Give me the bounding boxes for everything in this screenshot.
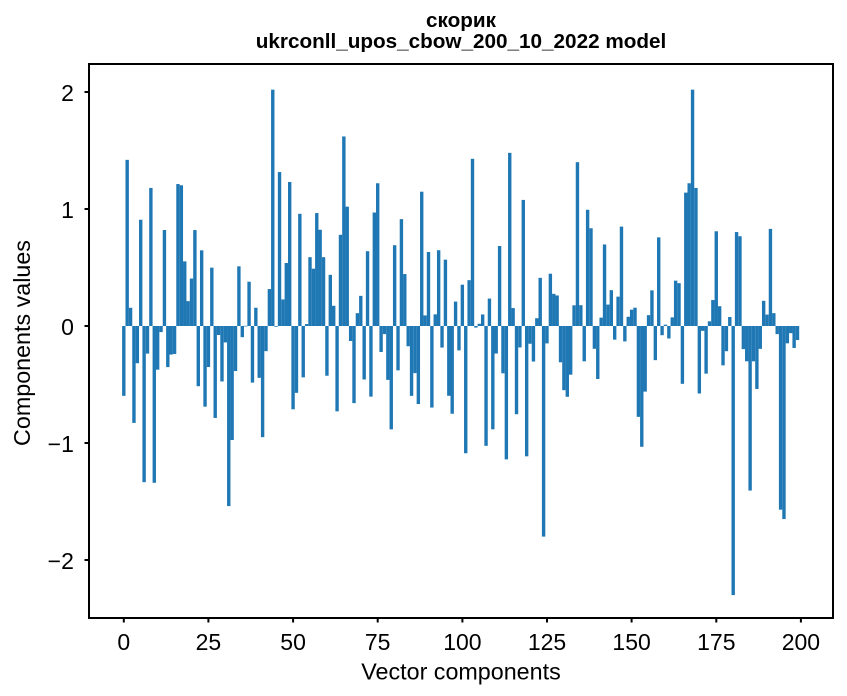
svg-text:150: 150 xyxy=(612,629,650,655)
svg-text:0: 0 xyxy=(61,314,74,340)
svg-text:0: 0 xyxy=(117,629,130,655)
svg-text:200: 200 xyxy=(782,629,820,655)
svg-text:1: 1 xyxy=(61,197,74,223)
svg-text:25: 25 xyxy=(196,629,222,655)
svg-text:2: 2 xyxy=(61,80,74,106)
svg-text:Components values: Components values xyxy=(9,240,35,446)
svg-text:Vector components: Vector components xyxy=(361,659,560,685)
svg-text:100: 100 xyxy=(443,629,481,655)
svg-text:−1: −1 xyxy=(48,431,74,457)
svg-text:50: 50 xyxy=(280,629,306,655)
svg-text:175: 175 xyxy=(697,629,735,655)
svg-text:125: 125 xyxy=(528,629,566,655)
svg-text:75: 75 xyxy=(365,629,391,655)
svg-text:−2: −2 xyxy=(48,548,74,574)
